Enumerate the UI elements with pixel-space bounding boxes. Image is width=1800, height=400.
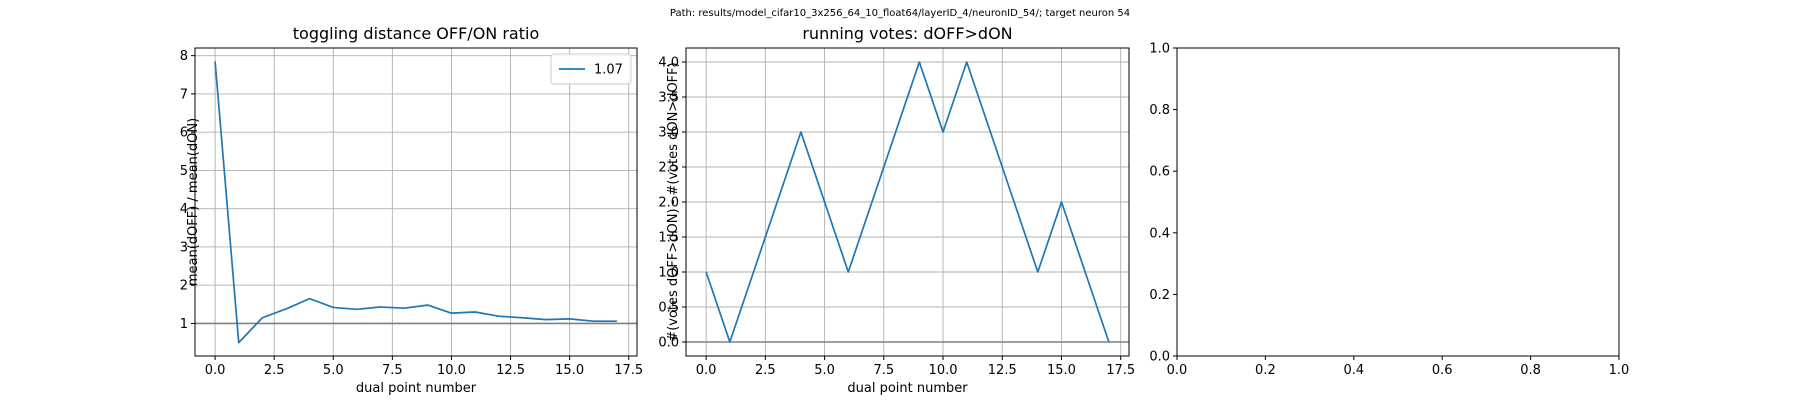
votes-x-tick-label: 10.0 bbox=[929, 363, 958, 378]
ratio-axes-frame bbox=[194, 47, 638, 357]
ratio-y-tick-label: 1 bbox=[180, 317, 188, 332]
ratio-legend-entry: 1.07 bbox=[594, 63, 623, 78]
votes-x-tick-label: 5.0 bbox=[814, 363, 835, 378]
votes-y-tick-label: 3.5 bbox=[658, 91, 679, 106]
ratio-legend-box bbox=[550, 53, 632, 85]
panel-empty-axes: 0.0 0.2 0.4 0.6 0.8 1.0 0.0 0.2 0.4 0.6 0.8 1.0 bbox=[1149, 42, 1629, 379]
ratio-series-line bbox=[214, 61, 617, 344]
figure-suptitle: Path: results/model_cifar10_3x256_64_10_… bbox=[670, 8, 1130, 19]
empty-x-tick-label: 0.4 bbox=[1343, 363, 1364, 378]
votes-y-tick-label: 4.0 bbox=[658, 56, 679, 71]
votes-x-tick-label: 15.0 bbox=[1047, 363, 1076, 378]
ratio-x-tick-label: 17.5 bbox=[614, 363, 643, 378]
votes-y-tick-label: 1.5 bbox=[658, 231, 679, 246]
ratio-x-axis-label: dual point number bbox=[356, 381, 477, 396]
ratio-y-tick-label: 4 bbox=[180, 202, 188, 217]
ratio-y-tick-label: 7 bbox=[180, 87, 188, 102]
ratio-y-tick-label: 5 bbox=[180, 164, 188, 179]
empty-y-tick-label: 1.0 bbox=[1149, 42, 1170, 57]
empty-y-tick-label: 0.8 bbox=[1149, 103, 1170, 118]
ratio-y-tick-label: 2 bbox=[180, 279, 188, 294]
ratio-x-tick-label: 7.5 bbox=[382, 363, 403, 378]
votes-y-axis-label: #(votes dOFF>dON) - #(votes dON>dOFF) bbox=[666, 62, 681, 341]
votes-y-tick-label: 2.5 bbox=[658, 161, 679, 176]
ratio-x-tick-label: 0.0 bbox=[205, 363, 226, 378]
votes-chart-title: running votes: dOFF>dON bbox=[802, 24, 1012, 43]
ratio-x-tick-label: 10.0 bbox=[437, 363, 466, 378]
ratio-y-tick-label: 8 bbox=[180, 49, 188, 64]
votes-y-tick-label: 0.0 bbox=[658, 336, 679, 351]
ratio-y-axis-label: mean(dOFF) / mean(dON) bbox=[186, 118, 201, 286]
empty-y-tick-label: 0.2 bbox=[1149, 288, 1170, 303]
empty-x-tick-label: 0.6 bbox=[1432, 363, 1453, 378]
empty-x-tick-label: 0.2 bbox=[1255, 363, 1276, 378]
votes-y-tick-label: 3.0 bbox=[658, 126, 679, 141]
empty-y-tick-label: 0.0 bbox=[1149, 350, 1170, 365]
ratio-chart-title: toggling distance OFF/ON ratio bbox=[293, 24, 539, 43]
votes-x-tick-label: 12.5 bbox=[988, 363, 1017, 378]
votes-y-tick-label: 2.0 bbox=[658, 196, 679, 211]
votes-y-tick-label: 0.5 bbox=[658, 301, 679, 316]
ratio-x-tick-label: 15.0 bbox=[555, 363, 584, 378]
ratio-x-tick-label: 2.5 bbox=[264, 363, 285, 378]
votes-x-tick-label: 17.5 bbox=[1106, 363, 1135, 378]
votes-x-tick-label: 7.5 bbox=[873, 363, 894, 378]
empty-x-tick-label: 0.0 bbox=[1167, 363, 1188, 378]
empty-axes-frame bbox=[1176, 47, 1620, 357]
empty-x-tick-label: 0.8 bbox=[1520, 363, 1541, 378]
empty-x-tick-label: 1.0 bbox=[1609, 363, 1630, 378]
ratio-x-tick-label: 5.0 bbox=[323, 363, 344, 378]
panel-toggling-ratio: 0.0 2.5 5.0 7.5 10.0 12.5 15.0 17.5 1 2 3 4 5 6 7 8 togg… bbox=[180, 24, 643, 396]
ratio-x-tick-label: 12.5 bbox=[496, 363, 525, 378]
votes-y-tick-label: 1.0 bbox=[658, 266, 679, 281]
votes-x-tick-label: 0.0 bbox=[696, 363, 717, 378]
votes-x-tick-label: 2.5 bbox=[755, 363, 776, 378]
votes-series-line bbox=[705, 61, 1110, 343]
ratio-y-tick-label: 6 bbox=[180, 126, 188, 141]
votes-x-axis-label: dual point number bbox=[847, 381, 968, 396]
ratio-legend: 1.07 bbox=[550, 53, 632, 85]
ratio-y-tick-label: 3 bbox=[180, 240, 188, 255]
panel-running-votes: 0.0 2.5 5.0 7.5 10.0 12.5 15.0 17.5 0.0 0.5 1.0 1.5… bbox=[658, 24, 1135, 396]
empty-y-tick-label: 0.4 bbox=[1149, 226, 1170, 241]
empty-y-tick-label: 0.6 bbox=[1149, 165, 1170, 180]
